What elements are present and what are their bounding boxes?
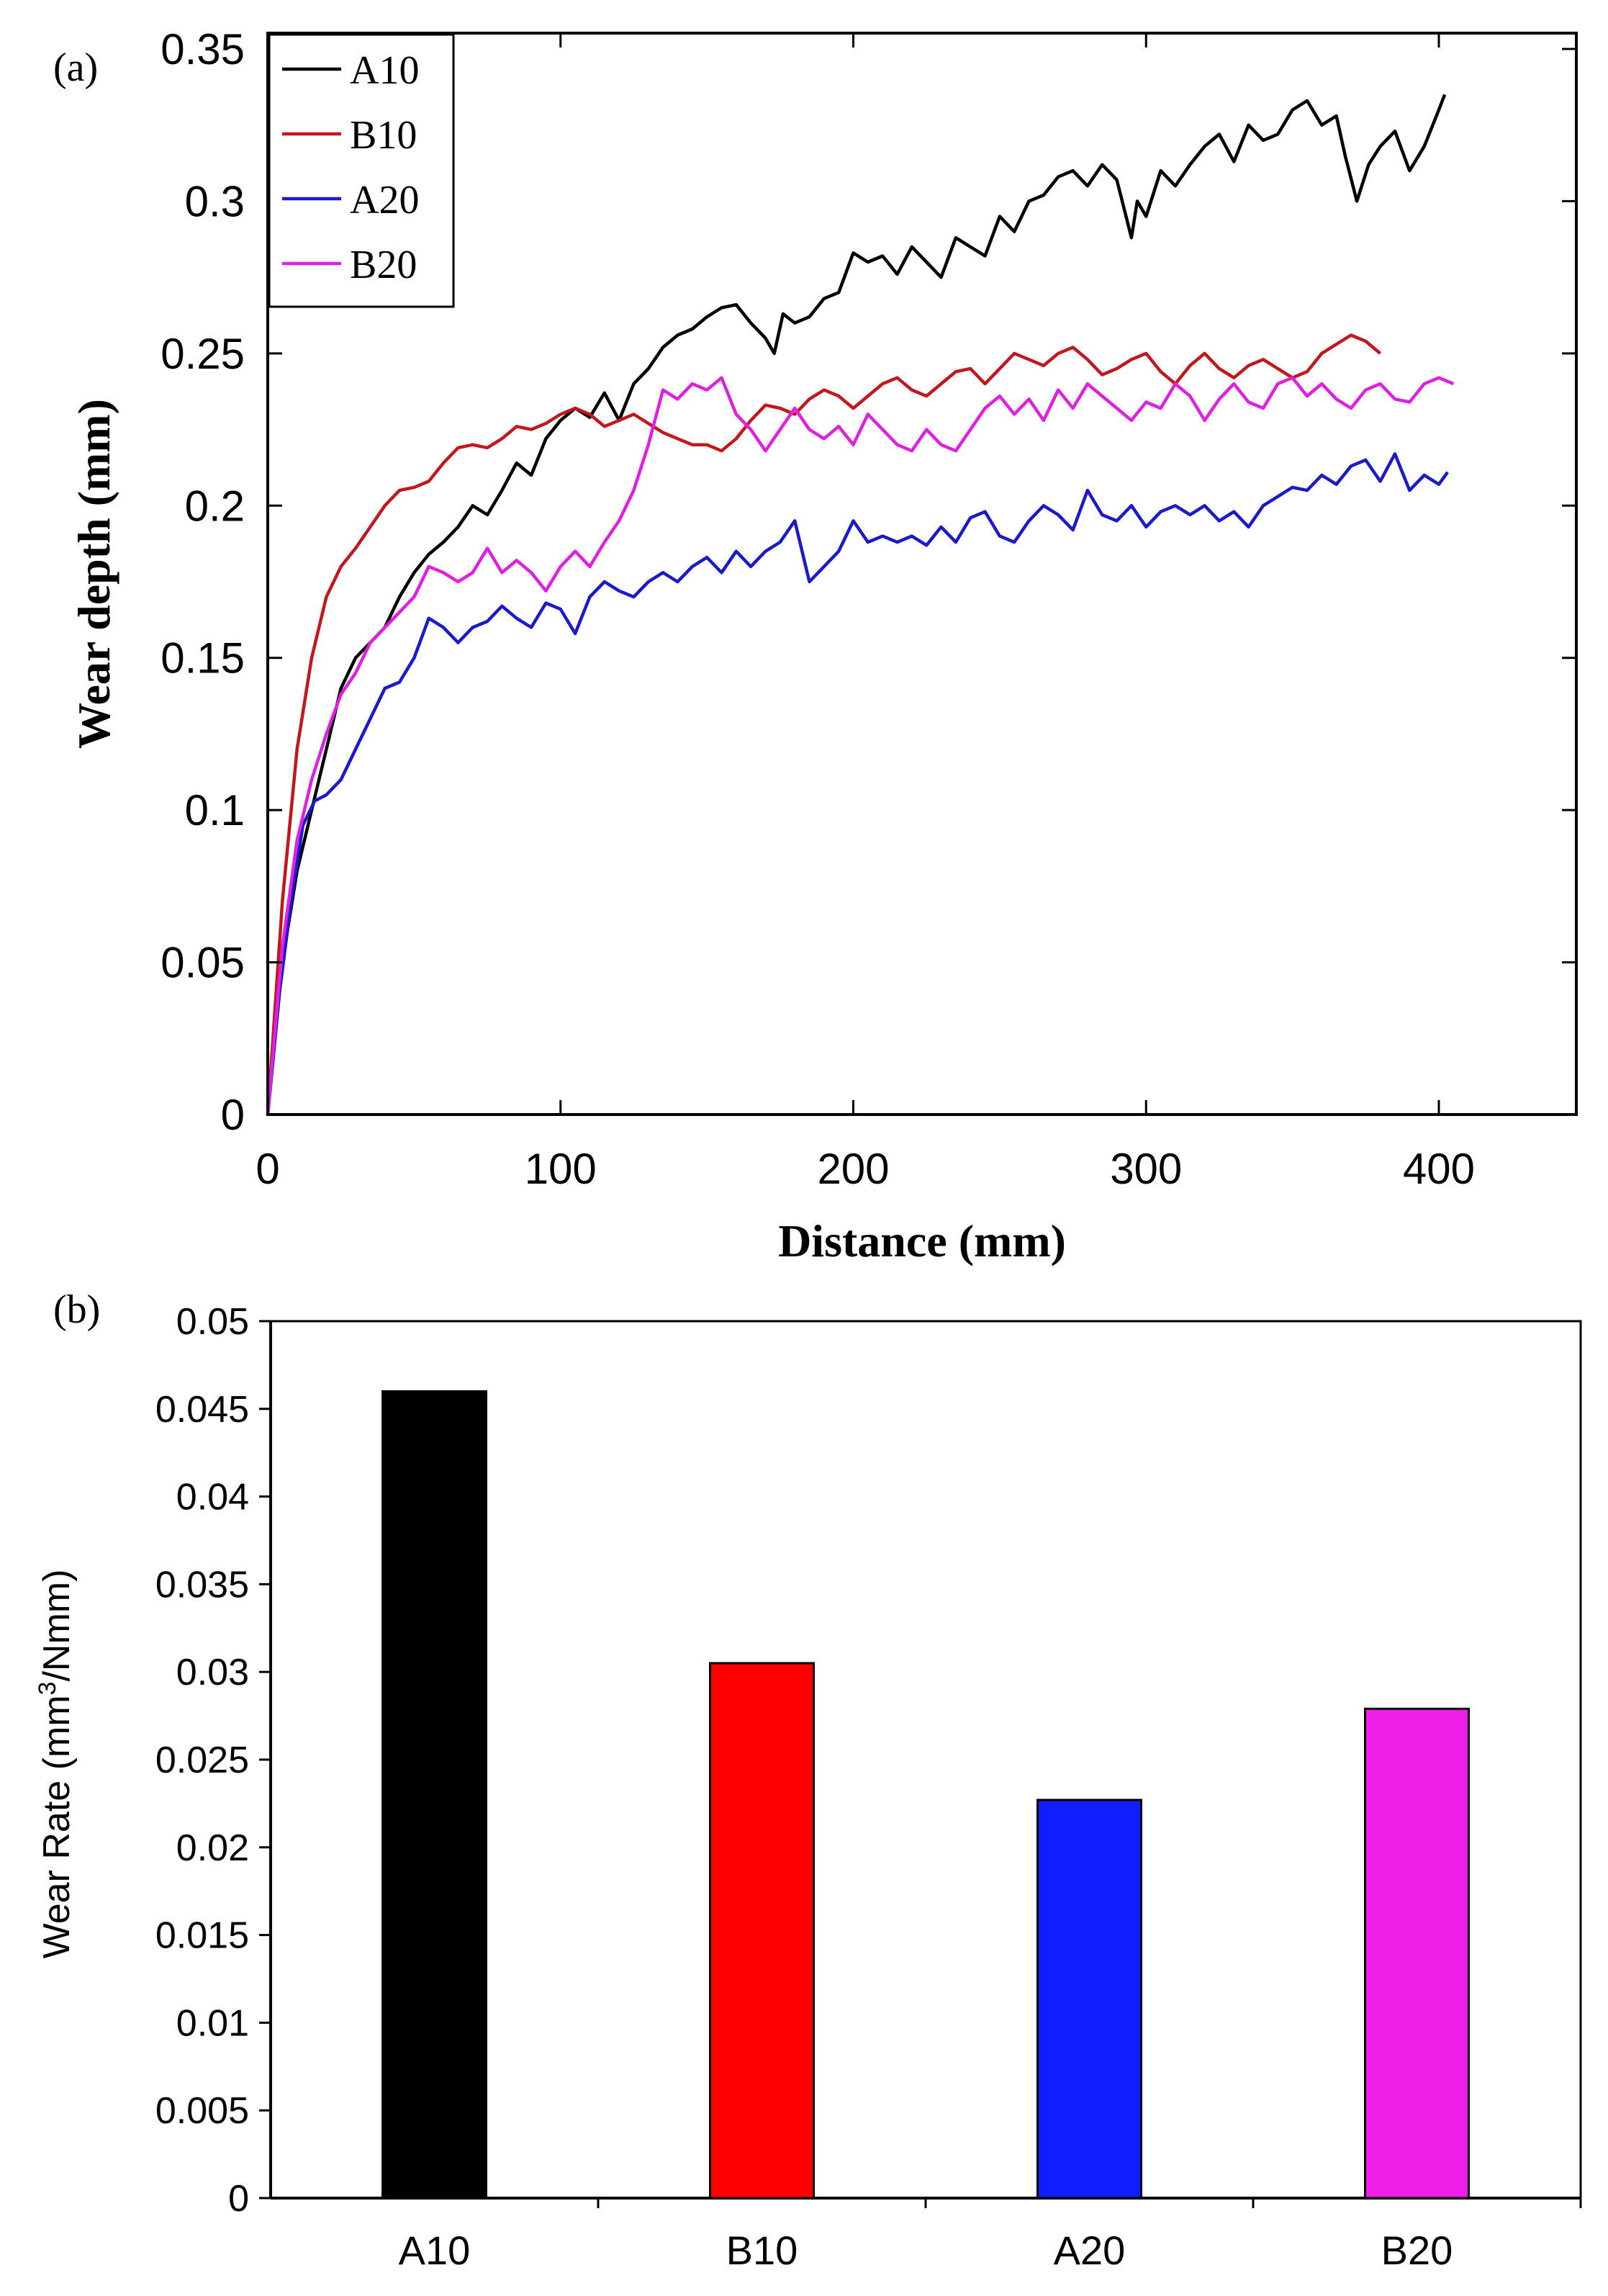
panel-a-legend: A10 B10 A20 B20 [268,33,455,308]
panel-a-label: (a) [53,45,98,90]
y-tick-label: 0.05 [176,1301,249,1343]
y-tick-label: 0.15 [161,634,245,683]
panel-a-y-axis-label: Wear depth (mm) [68,399,119,749]
y-tick-label: 0.2 [185,482,245,530]
series-line-a10 [266,94,1447,1115]
category-label-b20: B20 [1381,2228,1453,2273]
panel-b-y-axis: 0 0.005 0.01 0.015 0.02 0.025 0.03 0.035 0.04 0.0… [155,1301,1581,2220]
y-tick-label: 0.05 [161,939,245,987]
y-tick-label: 0.02 [176,1827,249,1869]
x-tick-label: 0 [256,1145,279,1193]
y-tick-label: 0.1 [185,786,245,834]
series-line-a20 [266,452,1450,1115]
legend-label-a10: A10 [350,48,419,93]
y-tick-label: 0.3 [185,177,245,225]
y-tick-label: 0.035 [155,1564,249,1606]
panel-a-series-group [266,94,1455,1115]
legend-label-b20: B20 [350,243,417,287]
panel-a-axes-frame [266,32,1578,1116]
panel-a-x-ticks: 0 100 200 300 400 [256,33,1475,1193]
legend-label-b10: B10 [350,113,417,158]
panel-a-x-axis-label: Distance (mm) [778,1215,1066,1266]
x-tick-label: 100 [525,1145,597,1193]
panel-b-bars [381,1390,1470,2200]
panel-a-y-ticks: 0 0.05 0.1 0.15 0.2 0.25 0.3 0.35 [161,25,1576,1139]
bar-a10 [381,1390,487,2200]
category-label-b10: B10 [726,2228,798,2273]
y-tick-label: 0.025 [155,1739,249,1781]
category-label-a10: A10 [399,2228,471,2273]
y-tick-label: 0.04 [176,1477,249,1518]
panel-a-line-chart: (a) 0 100 200 300 400 0 0.05 0.1 0.15 0.2 0.25 0.3… [53,25,1578,1266]
x-tick-label: 400 [1403,1145,1475,1193]
y-tick-label: 0.03 [176,1652,249,1693]
legend-label-a20: A20 [350,178,419,222]
bar-b10 [709,1662,815,2200]
x-tick-label: 300 [1110,1145,1182,1193]
series-line-b10 [266,333,1382,1115]
series-line-b20 [266,376,1455,1115]
category-label-a20: A20 [1054,2228,1126,2273]
panel-b-category-labels: A10 B10 A20 B20 [399,2198,1582,2273]
bar-b20 [1364,1707,1470,2200]
y-tick-label: 0 [221,1091,245,1139]
y-tick-label: 0.25 [161,330,245,378]
legend-box [268,33,455,308]
y-tick-label: 0.005 [155,2090,249,2132]
panel-b-y-axis-label: Wear Rate (mm3/Nmm) [34,1570,78,1959]
bar-a20 [1036,1798,1142,2200]
y-tick-label: 0.35 [161,25,245,73]
y-tick-label: 0.01 [176,2002,249,2044]
y-tick-label: 0.045 [155,1389,249,1431]
y-tick-label: 0 [228,2178,249,2220]
panel-b-bar-chart: (b) 0 0.005 0.01 0.015 0.02 0.025 0.03 0.035 0.0… [34,1287,1582,2273]
panel-b-label: (b) [53,1287,100,1332]
y-tick-label: 0.015 [155,1915,249,1957]
x-tick-label: 200 [817,1145,889,1193]
